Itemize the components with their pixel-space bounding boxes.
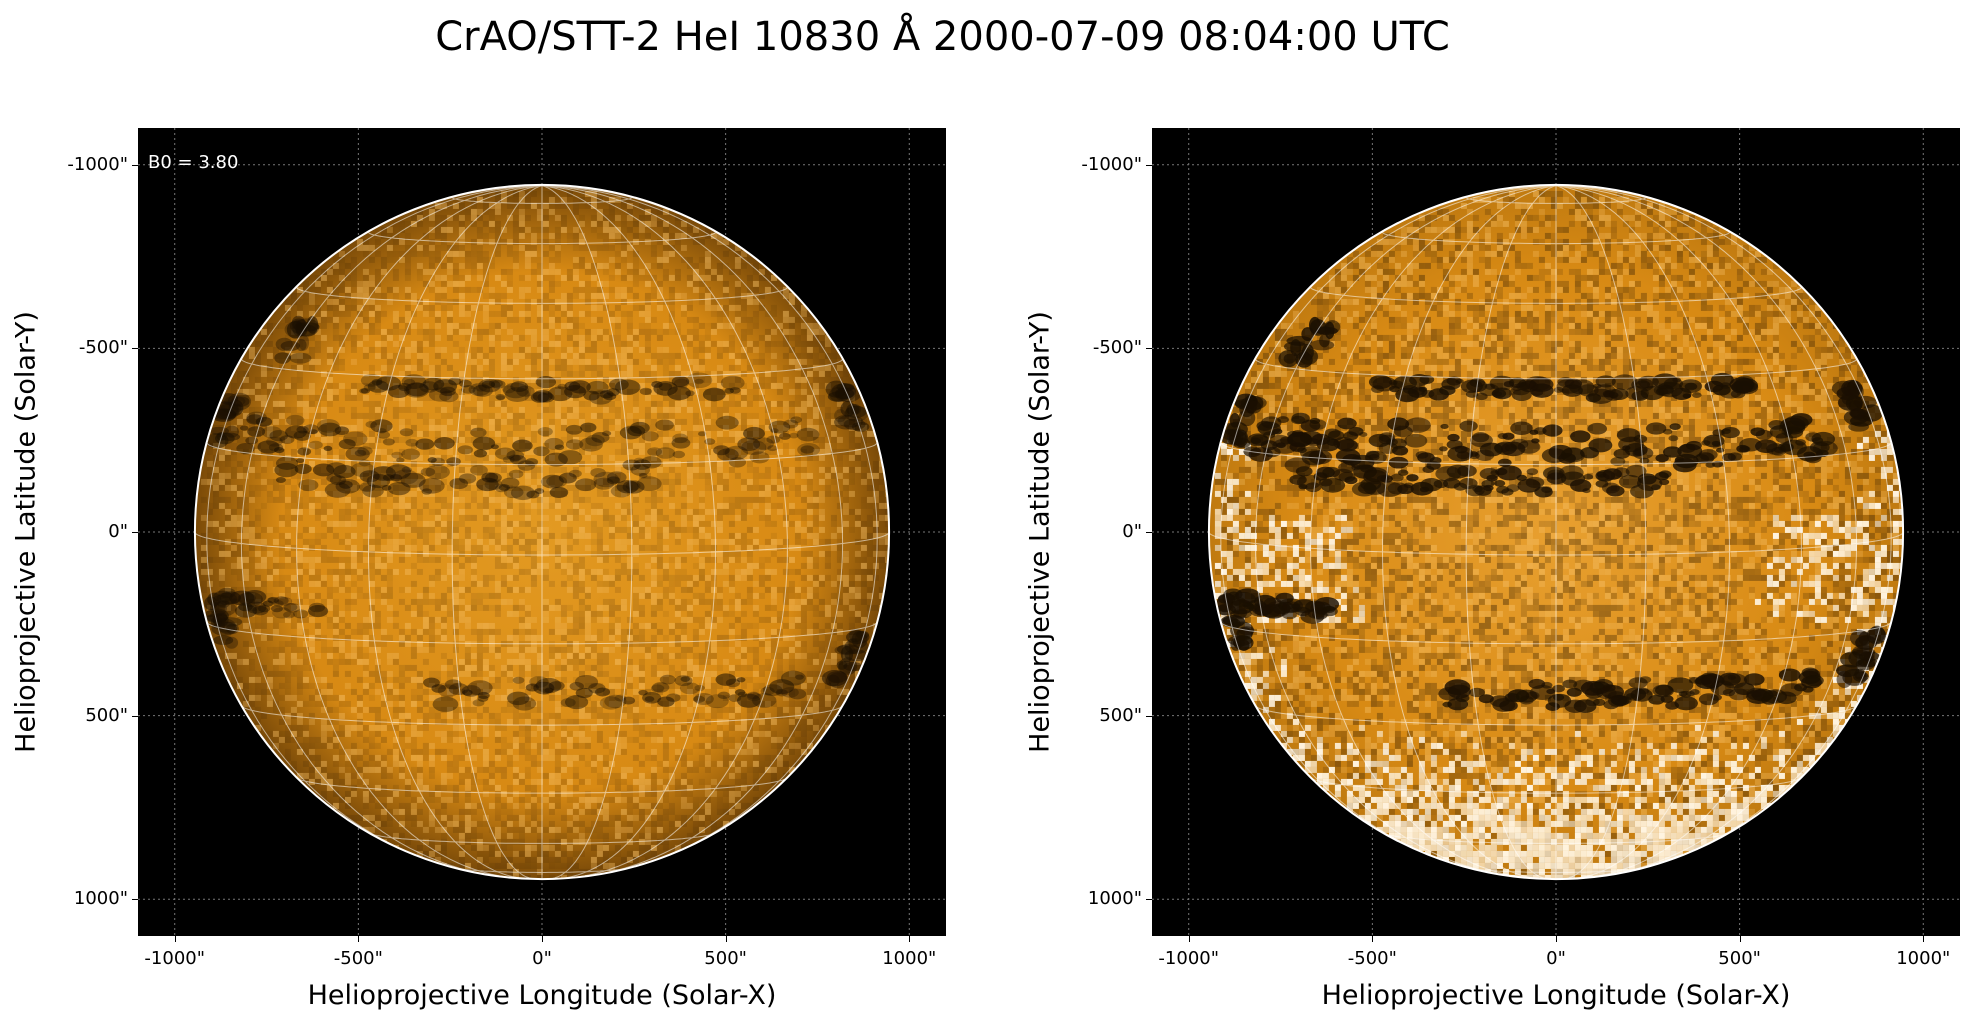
meridian-line bbox=[451, 185, 543, 880]
solar-disk-plot-left bbox=[138, 128, 946, 936]
meridian-line bbox=[541, 185, 878, 867]
parallel-line bbox=[241, 706, 843, 726]
x-tick-mark bbox=[1372, 936, 1374, 942]
x-tick-mark bbox=[909, 936, 911, 942]
heliographic-grid bbox=[194, 185, 890, 880]
y-tick-mark bbox=[1146, 532, 1152, 533]
meridian-line bbox=[1555, 185, 1731, 879]
parallel-line bbox=[296, 777, 788, 794]
meridian-line bbox=[1254, 185, 1557, 877]
x-tick-label: -1000" bbox=[1158, 948, 1220, 969]
x-tick-label: 500" bbox=[1718, 948, 1761, 969]
meridian-line bbox=[1381, 185, 1557, 879]
meridian-line bbox=[541, 185, 717, 879]
meridian-line bbox=[1555, 185, 1892, 867]
limb-circle bbox=[1207, 183, 1905, 881]
x-tick-mark bbox=[542, 936, 543, 942]
parallel-line bbox=[369, 833, 715, 844]
y-tick-label: -1000" bbox=[67, 153, 128, 175]
parallel-line bbox=[296, 287, 788, 304]
x-tick-mark bbox=[174, 936, 176, 942]
figure-title: CrAO/STT-2 HeI 10830 Å 2000-07-09 08:04:… bbox=[435, 14, 1450, 60]
meridian-line bbox=[1555, 185, 1858, 877]
parallel-line bbox=[455, 867, 629, 873]
parallel-line bbox=[1220, 442, 1892, 466]
x-tick-label: -500" bbox=[1347, 948, 1397, 969]
y-tick-mark bbox=[132, 164, 138, 166]
y-tick-mark bbox=[132, 715, 138, 717]
x-tick-label: -1000" bbox=[144, 948, 206, 969]
solar-disk-image-right bbox=[1152, 128, 1960, 936]
parallel-line bbox=[1220, 622, 1892, 645]
y-axis-label-right: Helioprojective Latitude (Solar-Y) bbox=[1024, 311, 1056, 753]
parallel-line bbox=[206, 442, 878, 466]
meridian-line bbox=[1310, 185, 1557, 879]
parallel-line bbox=[1465, 197, 1647, 204]
y-tick-mark bbox=[1146, 348, 1152, 350]
y-tick-label: 1000" bbox=[73, 888, 128, 910]
limb-circle bbox=[193, 183, 891, 881]
parallel-line bbox=[1382, 231, 1730, 245]
meridian-line bbox=[206, 185, 543, 867]
meridian-line bbox=[1555, 185, 1647, 880]
meridian-line bbox=[240, 185, 543, 877]
parallel-line bbox=[1254, 358, 1858, 380]
meridian-line bbox=[541, 185, 633, 880]
meridian-line bbox=[1555, 185, 1802, 879]
y-tick-label: 0" bbox=[1122, 521, 1142, 542]
parallel-line bbox=[1255, 706, 1857, 726]
x-tick-mark bbox=[1556, 936, 1557, 942]
y-axis-label-left: Helioprojective Latitude (Solar-Y) bbox=[10, 311, 42, 753]
y-tick-mark bbox=[132, 532, 138, 533]
meridian-line bbox=[367, 185, 543, 879]
y-tick-mark bbox=[1146, 899, 1152, 901]
parallel-line bbox=[1310, 777, 1802, 794]
b0-annotation: B0 = 3.80 bbox=[148, 152, 239, 173]
parallel-line bbox=[194, 531, 890, 556]
x-tick-label: 1000" bbox=[1896, 948, 1951, 969]
x-tick-label: 0" bbox=[532, 948, 552, 969]
y-tick-label: -500" bbox=[78, 337, 128, 359]
solar-disk-image-left: B0 = 3.80 bbox=[138, 128, 946, 936]
x-tick-mark bbox=[1739, 936, 1741, 942]
parallel-line bbox=[368, 231, 716, 245]
x-tick-label: -500" bbox=[333, 948, 383, 969]
y-tick-label: -500" bbox=[1092, 337, 1142, 359]
parallel-line bbox=[240, 358, 844, 380]
y-tick-label: -1000" bbox=[1081, 153, 1142, 175]
parallel-line bbox=[1208, 531, 1904, 556]
x-tick-mark bbox=[1923, 936, 1925, 942]
solar-disk-plot-right bbox=[1152, 128, 1960, 936]
y-tick-label: 1000" bbox=[1087, 888, 1142, 910]
y-tick-mark bbox=[132, 348, 138, 350]
meridian-line bbox=[541, 185, 788, 879]
y-tick-label: 500" bbox=[85, 704, 128, 726]
y-tick-mark bbox=[132, 899, 138, 901]
y-tick-label: 500" bbox=[1099, 704, 1142, 726]
y-tick-label: 0" bbox=[108, 521, 128, 542]
y-tick-mark bbox=[1146, 164, 1152, 166]
parallel-line bbox=[451, 197, 633, 204]
meridian-line bbox=[1220, 185, 1557, 867]
x-tick-mark bbox=[725, 936, 727, 942]
x-tick-label: 500" bbox=[704, 948, 747, 969]
parallel-line bbox=[206, 622, 878, 645]
x-axis-label-right: Helioprojective Longitude (Solar-X) bbox=[1321, 980, 1791, 1011]
parallel-line bbox=[1310, 287, 1802, 304]
x-axis-label-left: Helioprojective Longitude (Solar-X) bbox=[307, 980, 777, 1011]
parallel-line bbox=[1469, 867, 1643, 873]
meridian-line bbox=[541, 185, 844, 877]
x-tick-label: 0" bbox=[1546, 948, 1566, 969]
meridian-line bbox=[296, 185, 543, 879]
meridian-line bbox=[1465, 185, 1557, 880]
x-tick-label: 1000" bbox=[882, 948, 937, 969]
x-tick-mark bbox=[358, 936, 360, 942]
x-tick-mark bbox=[1188, 936, 1190, 942]
y-tick-mark bbox=[1146, 715, 1152, 717]
parallel-line bbox=[1383, 833, 1729, 844]
